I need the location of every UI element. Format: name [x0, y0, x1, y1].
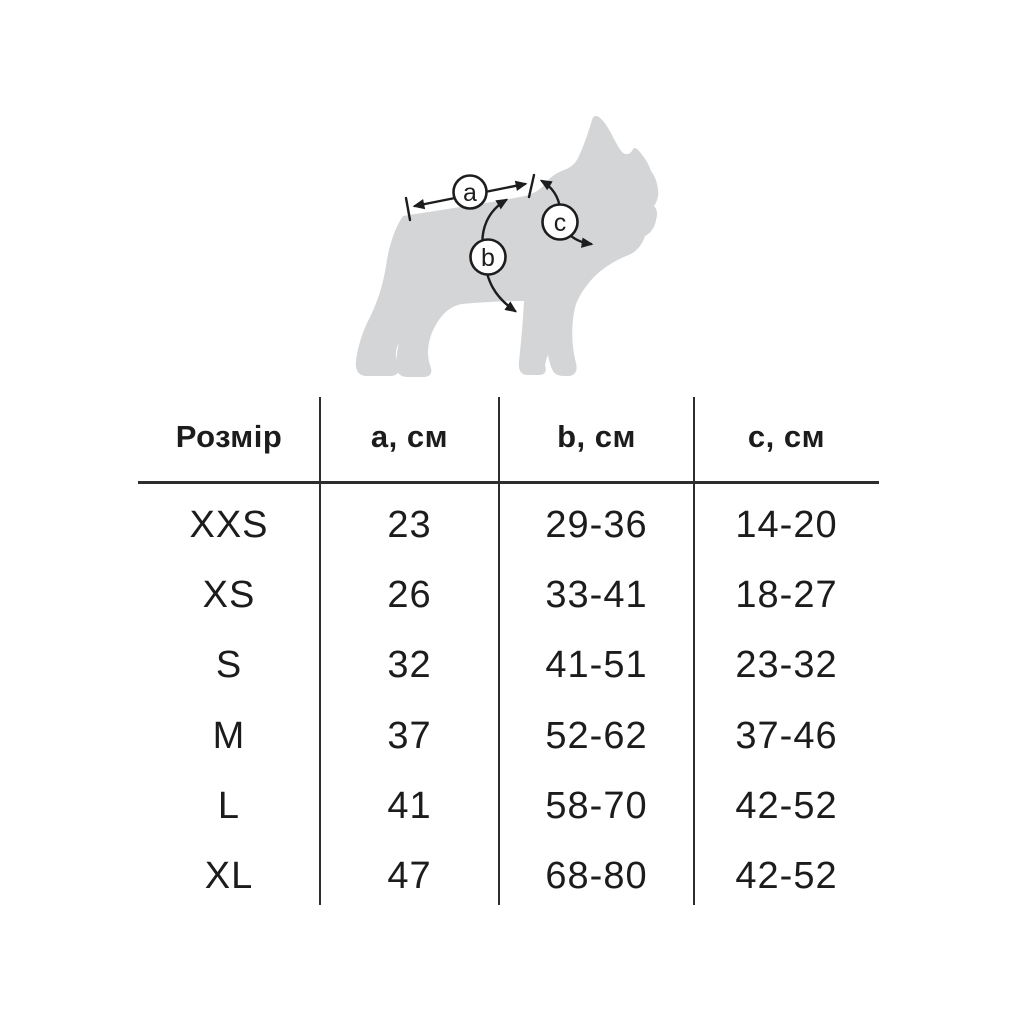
cell-s-c: 23-32 — [735, 644, 838, 687]
table-divider-vertical-2 — [498, 397, 500, 905]
table-header-rule — [138, 481, 879, 484]
cell-xxs-b: 29-36 — [545, 503, 648, 546]
cell-m-c: 37-46 — [735, 714, 838, 757]
marker-b-label: b — [481, 244, 495, 272]
measurement-marker-a: a — [452, 174, 488, 210]
marker-a-label: a — [463, 179, 477, 207]
table-divider-vertical-1 — [319, 397, 321, 905]
cell-xs-a: 26 — [387, 573, 432, 616]
marker-a-circle — [452, 174, 488, 210]
cell-s-b: 41-51 — [545, 644, 648, 687]
cell-xl-size: XL — [204, 855, 254, 898]
cell-xl-c: 42-52 — [735, 855, 838, 898]
cell-xl-a: 47 — [387, 855, 432, 898]
dog-measurement-diagram: a b c — [355, 116, 659, 377]
dog-silhouette — [355, 116, 659, 377]
marker-b-circle — [469, 238, 507, 276]
size-table: Розмір a, см b, см c, см XXS 23 29-36 14… — [138, 397, 879, 905]
cell-m-b: 52-62 — [545, 714, 648, 757]
cell-s-size: S — [215, 644, 243, 687]
marker-c-circle — [541, 203, 579, 241]
column-header-a: a, см — [370, 419, 449, 454]
cell-l-a: 41 — [387, 784, 432, 827]
cell-l-b: 58-70 — [545, 784, 648, 827]
cell-m-size: M — [212, 714, 246, 757]
cell-xxs-a: 23 — [387, 503, 432, 546]
cell-m-a: 37 — [387, 714, 432, 757]
cell-s-a: 32 — [387, 644, 432, 687]
measurement-marker-b: b — [469, 238, 507, 276]
table-divider-vertical-3 — [693, 397, 695, 905]
cell-l-c: 42-52 — [735, 784, 838, 827]
marker-c-label: c — [554, 209, 567, 237]
cell-xs-c: 18-27 — [735, 573, 838, 616]
cell-xl-b: 68-80 — [545, 855, 648, 898]
cell-xxs-c: 14-20 — [735, 503, 838, 546]
measurement-a-tick-right — [527, 173, 536, 199]
cell-xs-b: 33-41 — [545, 573, 648, 616]
column-header-b: b, см — [557, 419, 636, 454]
cell-xs-size: XS — [202, 573, 256, 616]
measurement-marker-c: c — [541, 203, 579, 241]
cell-l-size: L — [217, 784, 241, 827]
size-table-grid: Розмір a, см b, см c, см XXS 23 29-36 14… — [138, 397, 879, 905]
column-header-c: c, см — [747, 419, 826, 454]
cell-xxs-size: XXS — [189, 503, 269, 546]
measurement-a-tick-left — [404, 196, 412, 222]
column-header-size: Розмір — [175, 419, 283, 454]
